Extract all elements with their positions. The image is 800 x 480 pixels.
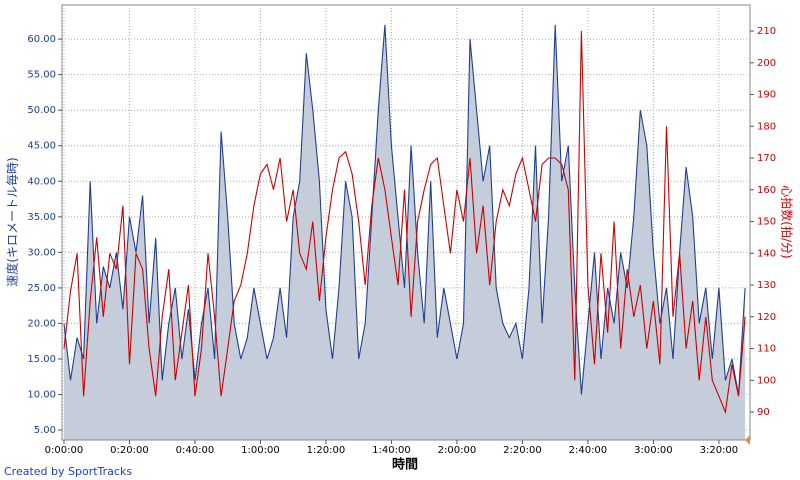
x-axis-label: 時間 [392,457,418,473]
y2-tick-label: 180 [757,121,776,132]
y2-tick-label: 190 [757,90,776,101]
y-axis-label: 速度(キロメートル毎時) [5,157,20,286]
corner-marker [745,435,750,445]
y-tick-label: 10.00 [27,390,56,401]
x-tick-label: 0:20:00 [110,445,149,456]
y2-tick-label: 150 [757,217,776,228]
y2-tick-label: 90 [757,407,770,418]
y2-tick-label: 210 [757,26,776,37]
y2-tick-label: 200 [757,58,776,69]
y-tick-label: 50.00 [27,105,56,116]
x-tick-label: 0:00:00 [45,445,84,456]
series-line [63,24,746,395]
y-tick-label: 60.00 [27,34,56,45]
y2-axis-label: 心拍数(拍/分) [780,185,795,258]
x-tick-label: 1:40:00 [372,445,411,456]
y-tick-label: 25.00 [27,283,56,294]
x-tick-label: 1:00:00 [241,445,280,456]
x-tick-label: 2:00:00 [438,445,477,456]
y-tick-label: 30.00 [27,247,56,258]
x-tick-label: 3:00:00 [634,445,673,456]
y2-tick-label: 170 [757,153,776,164]
y-tick-label: 45.00 [27,141,56,152]
y2-tick-label: 130 [757,280,776,291]
y2-tick-label: 160 [757,185,776,196]
x-tick-label: 2:40:00 [569,445,608,456]
y2-tick-label: 110 [757,344,776,355]
y-tick-label: 20.00 [27,318,56,329]
y2-tick-label: 120 [757,312,776,323]
speed-area [64,24,746,440]
y-tick-label: 40.00 [27,176,56,187]
y-tick-label: 15.00 [27,354,56,365]
y-tick-label: 35.00 [27,212,56,223]
x-tick-label: 2:20:00 [503,445,542,456]
y-tick-label: 5.00 [34,425,56,436]
x-tick-label: 1:20:00 [307,445,346,456]
credit-link[interactable]: Created by SportTracks [4,465,132,478]
y2-tick-label: 100 [757,375,776,386]
x-tick-label: 0:40:00 [176,445,215,456]
y-tick-label: 55.00 [27,70,56,81]
series-line [63,30,746,415]
x-tick-label: 3:20:00 [700,445,739,456]
y2-tick-label: 140 [757,248,776,259]
